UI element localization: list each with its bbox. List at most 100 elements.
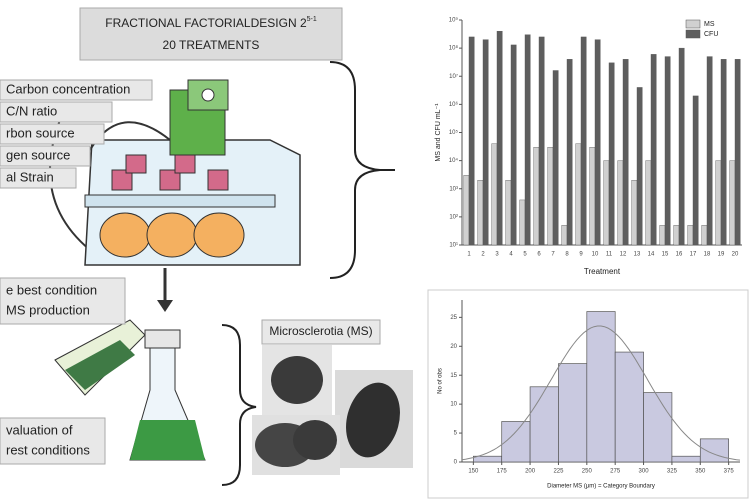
- x-tick-label: 13: [634, 252, 641, 258]
- legend-swatch: [685, 29, 701, 39]
- bar: [608, 62, 615, 246]
- brace: [329, 61, 381, 279]
- factor-label: rbon source: [6, 125, 75, 140]
- bar: [631, 180, 638, 246]
- ms-label: Microsclerotia (MS): [269, 324, 372, 338]
- x-axis-label: Treatment: [584, 267, 621, 276]
- label-box: [0, 145, 91, 167]
- bar: [463, 175, 470, 246]
- microsclerotia-photos: [252, 345, 413, 475]
- y-tick-label: 10⁹: [449, 17, 459, 24]
- y-tick-label: 20: [450, 344, 457, 350]
- shaker: [49, 79, 301, 266]
- label-box: [261, 319, 381, 345]
- x-tick-label: 11: [606, 252, 613, 258]
- condition-label: e best condition: [6, 282, 97, 297]
- bar: [715, 160, 722, 246]
- bar: [505, 180, 512, 246]
- title-exponent: 5-1: [307, 16, 317, 23]
- bar: [673, 225, 680, 246]
- x-tick-label: 275: [610, 469, 621, 475]
- evaluation-label: rest conditions: [6, 442, 90, 457]
- bar: [664, 56, 671, 246]
- legend-swatch: [685, 19, 701, 29]
- label-box: [0, 79, 153, 101]
- bar: [706, 56, 713, 246]
- bar: [510, 44, 517, 246]
- bar: [575, 143, 582, 246]
- label-box: [0, 123, 105, 145]
- bar: [701, 225, 708, 246]
- bar: [734, 59, 741, 246]
- x-tick-label: 19: [718, 252, 725, 258]
- bar: [468, 36, 475, 246]
- bar: [687, 225, 694, 246]
- bar: [538, 36, 545, 246]
- x-tick-label: 375: [724, 469, 735, 475]
- factor-label: gen source: [6, 147, 70, 162]
- legend-label: CFU: [704, 31, 718, 38]
- condition-label: MS production: [6, 302, 90, 317]
- y-tick-label: 10⁶: [449, 101, 459, 108]
- y-tick-label: 25: [450, 315, 457, 321]
- y-tick-label: 5: [454, 431, 458, 437]
- bar: [622, 59, 629, 246]
- bar: [477, 180, 484, 246]
- histogram-bar: [671, 455, 701, 463]
- x-tick-label: 14: [648, 252, 655, 258]
- x-tick-label: 325: [667, 469, 678, 475]
- bar: [482, 39, 489, 246]
- bar: [603, 160, 610, 246]
- factor-label: C/N ratio: [6, 103, 57, 118]
- x-tick-label: 5: [523, 252, 527, 258]
- bar: [650, 54, 657, 246]
- x-tick-label: 150: [468, 469, 479, 475]
- bar: [533, 147, 540, 246]
- y-tick-label: 10¹: [449, 243, 458, 249]
- histogram-bar: [586, 311, 616, 463]
- histogram-bar: [529, 386, 559, 463]
- x-tick-label: 350: [695, 469, 706, 475]
- x-tick-label: 9: [579, 252, 583, 258]
- x-tick-label: 225: [553, 469, 564, 475]
- x-axis-label: Diameter MS (μm) = Category Boundary: [547, 484, 655, 490]
- bar: [491, 143, 498, 246]
- y-tick-label: 10⁵: [449, 129, 459, 136]
- histogram-bar: [558, 363, 588, 463]
- bar: [552, 70, 559, 246]
- x-tick-label: 15: [662, 252, 669, 258]
- bar: [580, 36, 587, 246]
- label-box: [0, 101, 113, 123]
- bar: [496, 30, 503, 246]
- title-line: FRACTIONAL FACTORIALDESIGN 2: [105, 16, 307, 30]
- y-tick-label: 10⁷: [449, 73, 458, 80]
- x-tick-label: 12: [620, 252, 627, 258]
- x-tick-label: 300: [639, 469, 650, 475]
- x-tick-label: 20: [732, 252, 739, 258]
- bar: [617, 160, 624, 246]
- bar: [645, 160, 652, 246]
- x-tick-label: 16: [676, 252, 683, 258]
- flasks: [54, 319, 206, 461]
- factor-label: al Strain: [6, 169, 54, 184]
- brace: [221, 324, 257, 486]
- bar: [692, 95, 699, 246]
- legend-label: MS: [704, 21, 715, 28]
- label-box: [0, 417, 106, 465]
- y-tick-label: 10⁴: [449, 157, 459, 164]
- arrow-head: [157, 300, 173, 312]
- x-tick-label: 10: [592, 252, 599, 258]
- bar: [519, 199, 526, 246]
- y-tick-label: 10²: [449, 214, 458, 220]
- x-tick-label: 250: [582, 469, 593, 475]
- bar-chart-panel: [428, 6, 748, 286]
- bar: [636, 87, 643, 246]
- bar: [678, 47, 685, 246]
- label-box: [0, 167, 77, 189]
- y-tick-label: 0: [454, 460, 458, 466]
- x-tick-label: 17: [690, 252, 697, 258]
- histogram-bar: [472, 455, 503, 463]
- y-tick-label: 15: [450, 373, 457, 379]
- label-box: [0, 277, 126, 325]
